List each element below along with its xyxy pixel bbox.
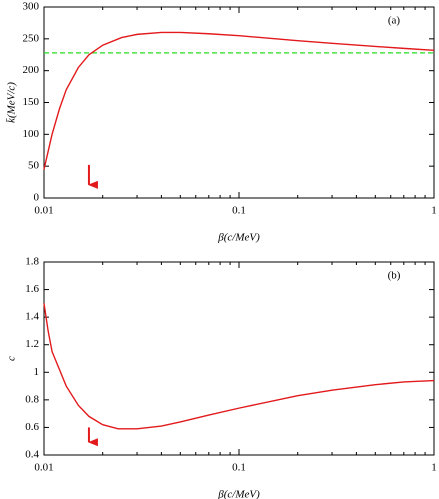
data-line (43, 303, 435, 430)
panel-label: (a) (388, 15, 401, 27)
y-tick-label: 1 (34, 366, 40, 378)
y-tick-label: 150 (23, 96, 40, 108)
y-tick-label: 0.4 (25, 449, 39, 461)
y-tick-label: 200 (23, 64, 40, 76)
panel-label: (b) (388, 270, 401, 282)
x-tick-label: 1 (431, 205, 437, 217)
y-axis-label: k̄(MeV/c) (5, 82, 17, 123)
x-axis-label: β(c/MeV) (217, 489, 260, 499)
y-tick-label: 1.4 (25, 311, 39, 323)
y-tick-label: 1.8 (25, 256, 39, 268)
y-tick-label: 0.8 (25, 393, 39, 405)
y-tick-label: 250 (23, 32, 40, 44)
plot-frame (43, 261, 435, 456)
y-tick-label: 100 (23, 128, 40, 140)
data-line (43, 31, 435, 170)
x-tick-label: 0.01 (34, 462, 53, 474)
y-tick-label: 0 (34, 192, 40, 204)
x-tick-label: 0.1 (232, 462, 246, 474)
x-tick-label: 0.1 (232, 205, 246, 217)
y-tick-label: 300 (23, 1, 40, 13)
y-tick-label: 50 (28, 160, 40, 172)
y-tick-label: 1.2 (25, 338, 39, 350)
x-tick-label: 0.01 (34, 205, 53, 217)
x-axis-label: β(c/MeV) (217, 232, 260, 244)
x-tick-label: 1 (431, 462, 437, 474)
y-axis-label: c (6, 356, 18, 361)
y-tick-label: 1.6 (25, 283, 39, 295)
y-tick-label: 0.6 (25, 421, 39, 433)
